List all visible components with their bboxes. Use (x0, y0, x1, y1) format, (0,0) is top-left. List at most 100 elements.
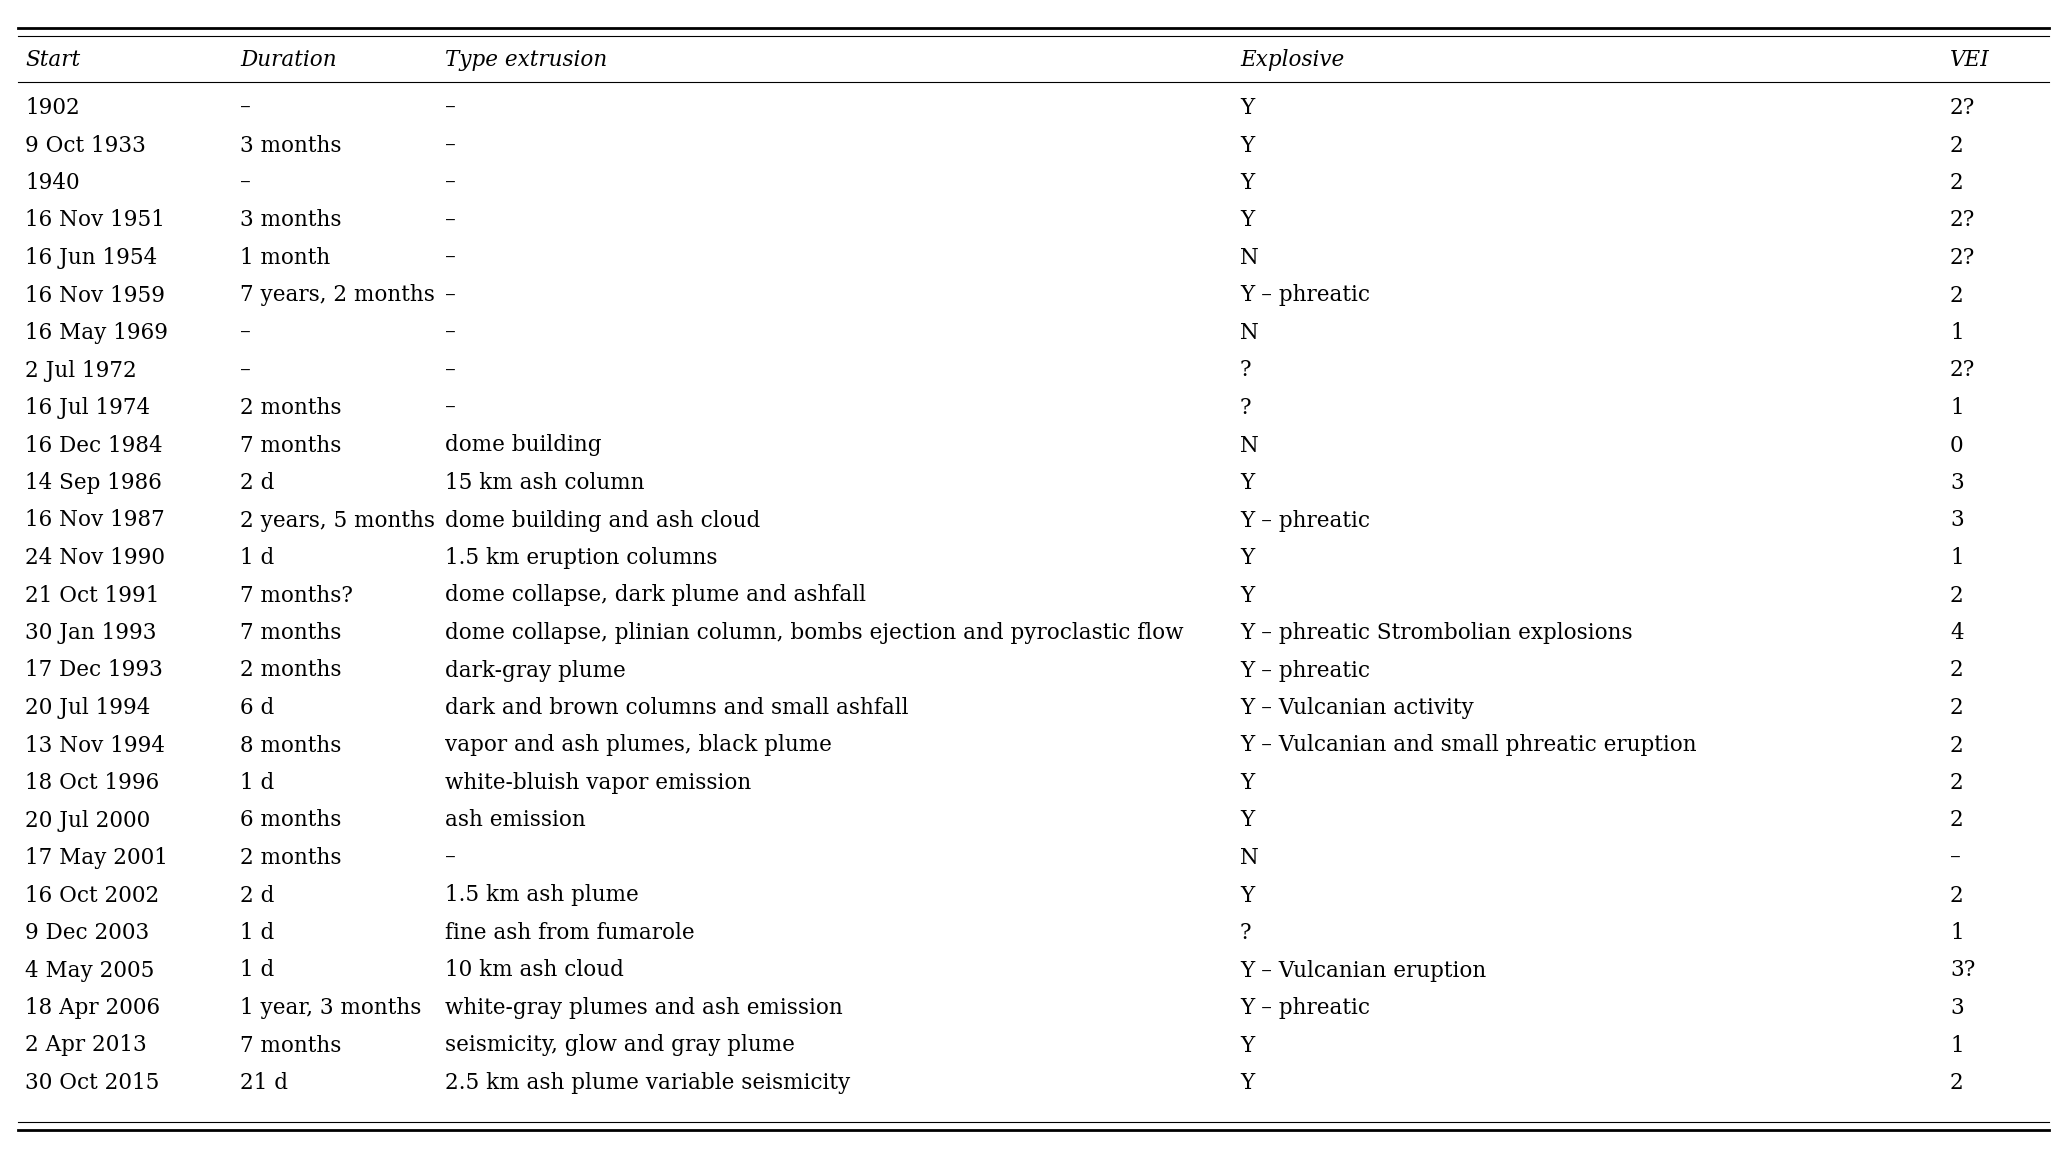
Text: 7 months: 7 months (240, 1034, 341, 1056)
Text: Start: Start (25, 50, 81, 71)
Text: 2 years, 5 months: 2 years, 5 months (240, 509, 434, 531)
Text: 21 d: 21 d (240, 1073, 287, 1094)
Text: –: – (444, 847, 457, 869)
Text: –: – (444, 210, 457, 232)
Text: 16 May 1969: 16 May 1969 (25, 323, 167, 344)
Text: 1: 1 (1949, 1034, 1964, 1056)
Text: 6 d: 6 d (240, 697, 275, 719)
Text: 1 year, 3 months: 1 year, 3 months (240, 996, 422, 1020)
Text: 6 months: 6 months (240, 810, 341, 832)
Text: Y – phreatic: Y – phreatic (1240, 996, 1370, 1020)
Text: 3: 3 (1949, 509, 1964, 531)
Text: Type extrusion: Type extrusion (444, 50, 608, 71)
Text: 4 May 2005: 4 May 2005 (25, 960, 155, 982)
Text: 14 Sep 1986: 14 Sep 1986 (25, 472, 161, 494)
Text: 1: 1 (1949, 922, 1964, 943)
Text: Y – phreatic: Y – phreatic (1240, 285, 1370, 306)
Text: seismicity, glow and gray plume: seismicity, glow and gray plume (444, 1034, 796, 1056)
Text: –: – (240, 97, 250, 119)
Text: –: – (444, 97, 457, 119)
Text: ash emission: ash emission (444, 810, 585, 832)
Text: VEI: VEI (1949, 50, 1991, 71)
Text: 4: 4 (1949, 622, 1964, 644)
Text: vapor and ash plumes, black plume: vapor and ash plumes, black plume (444, 735, 831, 757)
Text: 3?: 3? (1949, 960, 1976, 982)
Text: dome collapse, plinian column, bombs ejection and pyroclastic flow: dome collapse, plinian column, bombs eje… (444, 622, 1184, 644)
Text: 1: 1 (1949, 323, 1964, 344)
Text: fine ash from fumarole: fine ash from fumarole (444, 922, 695, 943)
Text: 1.5 km eruption columns: 1.5 km eruption columns (444, 547, 717, 569)
Text: 24 Nov 1990: 24 Nov 1990 (25, 547, 165, 569)
Text: 16 Nov 1951: 16 Nov 1951 (25, 210, 165, 232)
Text: 1940: 1940 (25, 172, 81, 194)
Text: 2.5 km ash plume variable seismicity: 2.5 km ash plume variable seismicity (444, 1073, 850, 1094)
Text: Explosive: Explosive (1240, 50, 1344, 71)
Text: 7 years, 2 months: 7 years, 2 months (240, 285, 434, 306)
Text: Y: Y (1240, 885, 1255, 907)
Text: –: – (240, 323, 250, 344)
Text: 2?: 2? (1949, 210, 1976, 232)
Text: 2: 2 (1949, 772, 1964, 794)
Text: dark-gray plume: dark-gray plume (444, 659, 626, 682)
Text: 2: 2 (1949, 285, 1964, 306)
Text: 3 months: 3 months (240, 210, 341, 232)
Text: 13 Nov 1994: 13 Nov 1994 (25, 735, 165, 757)
Text: 9 Oct 1933: 9 Oct 1933 (25, 135, 147, 157)
Text: 2: 2 (1949, 735, 1964, 757)
Text: 10 km ash cloud: 10 km ash cloud (444, 960, 624, 982)
Text: 20 Jul 2000: 20 Jul 2000 (25, 810, 151, 832)
Text: white-bluish vapor emission: white-bluish vapor emission (444, 772, 750, 794)
Text: 1: 1 (1949, 397, 1964, 419)
Text: 16 Dec 1984: 16 Dec 1984 (25, 434, 163, 456)
Text: N: N (1240, 434, 1259, 456)
Text: 2: 2 (1949, 697, 1964, 719)
Text: –: – (1949, 847, 1962, 869)
Text: 15 km ash column: 15 km ash column (444, 472, 645, 494)
Text: 30 Jan 1993: 30 Jan 1993 (25, 622, 157, 644)
Text: Y: Y (1240, 584, 1255, 606)
Text: 3 months: 3 months (240, 135, 341, 157)
Text: 30 Oct 2015: 30 Oct 2015 (25, 1073, 159, 1094)
Text: dark and brown columns and small ashfall: dark and brown columns and small ashfall (444, 697, 909, 719)
Text: N: N (1240, 247, 1259, 270)
Text: –: – (444, 397, 457, 419)
Text: 7 months?: 7 months? (240, 584, 353, 606)
Text: –: – (444, 323, 457, 344)
Text: –: – (444, 359, 457, 381)
Text: 17 May 2001: 17 May 2001 (25, 847, 167, 869)
Text: Y – Vulcanian eruption: Y – Vulcanian eruption (1240, 960, 1486, 982)
Text: dome building and ash cloud: dome building and ash cloud (444, 509, 761, 531)
Text: 16 Jun 1954: 16 Jun 1954 (25, 247, 157, 270)
Text: 2 d: 2 d (240, 885, 275, 907)
Text: 1: 1 (1949, 547, 1964, 569)
Text: 1 month: 1 month (240, 247, 331, 270)
Text: 16 Jul 1974: 16 Jul 1974 (25, 397, 151, 419)
Text: Y: Y (1240, 97, 1255, 119)
Text: 2?: 2? (1949, 247, 1976, 270)
Text: 2: 2 (1949, 172, 1964, 194)
Text: 1902: 1902 (25, 97, 81, 119)
Text: 2: 2 (1949, 885, 1964, 907)
Text: Y: Y (1240, 210, 1255, 232)
Text: –: – (444, 247, 457, 270)
Text: 16 Nov 1987: 16 Nov 1987 (25, 509, 165, 531)
Text: 2 Apr 2013: 2 Apr 2013 (25, 1034, 147, 1056)
Text: Y: Y (1240, 810, 1255, 832)
Text: Y – phreatic: Y – phreatic (1240, 659, 1370, 682)
Text: 3: 3 (1949, 996, 1964, 1020)
Text: 20 Jul 1994: 20 Jul 1994 (25, 697, 151, 719)
Text: N: N (1240, 323, 1259, 344)
Text: 1.5 km ash plume: 1.5 km ash plume (444, 885, 639, 907)
Text: 2 d: 2 d (240, 472, 275, 494)
Text: Y – phreatic Strombolian explosions: Y – phreatic Strombolian explosions (1240, 622, 1633, 644)
Text: dome collapse, dark plume and ashfall: dome collapse, dark plume and ashfall (444, 584, 866, 606)
Text: ?: ? (1240, 397, 1251, 419)
Text: Y: Y (1240, 1034, 1255, 1056)
Text: 2: 2 (1949, 810, 1964, 832)
Text: 2 months: 2 months (240, 659, 341, 682)
Text: 0: 0 (1949, 434, 1964, 456)
Text: 1 d: 1 d (240, 772, 275, 794)
Text: 3: 3 (1949, 472, 1964, 494)
Text: 2: 2 (1949, 584, 1964, 606)
Text: 2: 2 (1949, 135, 1964, 157)
